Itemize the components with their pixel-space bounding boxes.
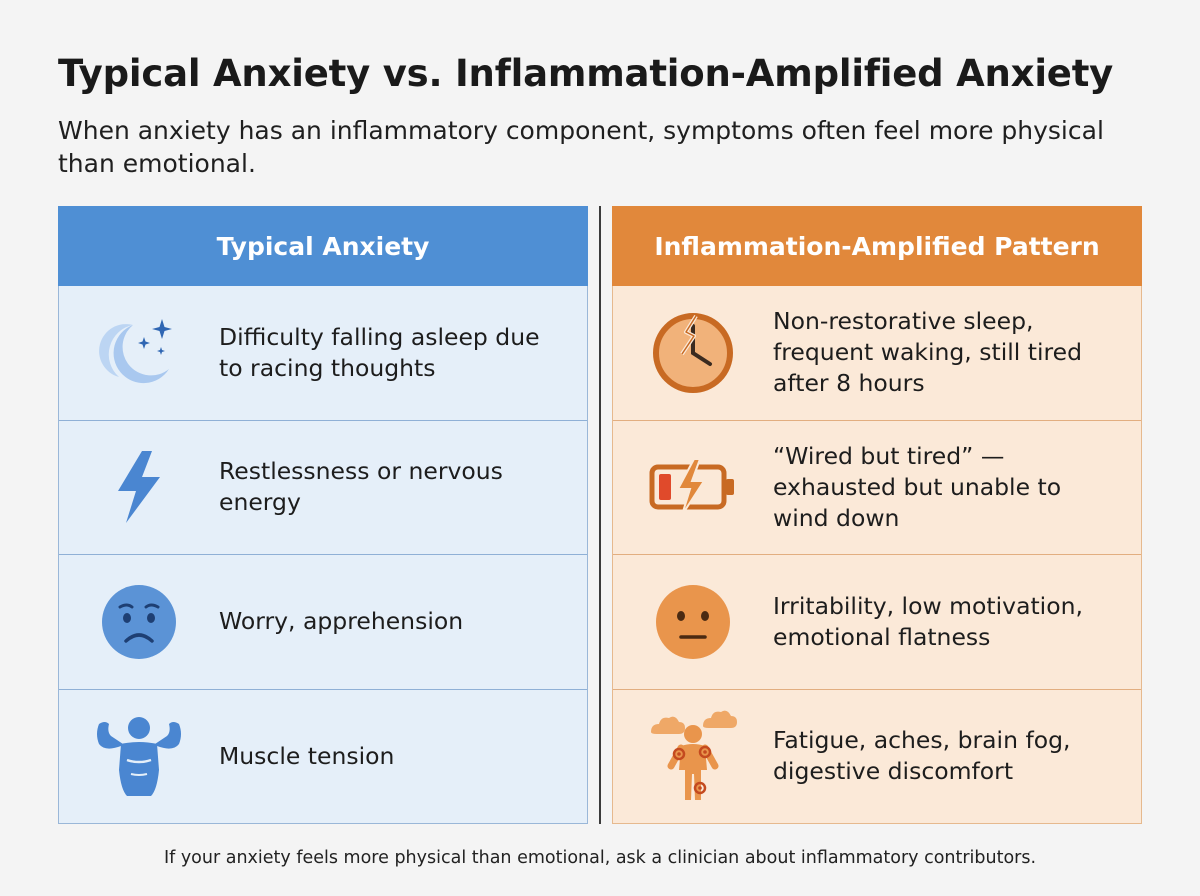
neutral-face-icon bbox=[613, 583, 773, 661]
page-subtitle: When anxiety has an inflammatory compone… bbox=[58, 116, 1104, 178]
typical-anxiety-rows: Difficulty falling asleep due to racing … bbox=[58, 286, 588, 824]
worried-face-icon bbox=[59, 583, 219, 661]
symptom-row: Non-restorative sleep, frequent waking, … bbox=[613, 286, 1141, 420]
inflammation-rows: Non-restorative sleep, frequent waking, … bbox=[612, 286, 1142, 824]
symptom-text: Irritability, low motivation, emotional … bbox=[773, 591, 1083, 651]
moon-stars-icon bbox=[59, 317, 219, 389]
column-divider bbox=[599, 206, 601, 824]
symptom-text: Difficulty falling asleep due to racing … bbox=[219, 322, 540, 382]
typical-anxiety-header: Typical Anxiety bbox=[58, 206, 588, 286]
symptom-row: Irritability, low motivation, emotional … bbox=[613, 554, 1141, 689]
symptom-text: Restlessness or nervous energy bbox=[219, 457, 503, 517]
flexed-muscles-icon bbox=[59, 714, 219, 798]
lightning-bolt-icon bbox=[59, 449, 219, 525]
symptom-text: Non-restorative sleep, frequent waking, … bbox=[773, 307, 1083, 398]
cracked-clock-icon bbox=[613, 312, 773, 394]
footer-note: If your anxiety feels more physical than… bbox=[163, 848, 1037, 868]
symptom-row: “Wired but tired” — exhausted but unable… bbox=[613, 419, 1141, 555]
symptom-text: Muscle tension bbox=[219, 741, 395, 770]
symptom-row: Worry, apprehension bbox=[59, 554, 587, 689]
inflammation-column: Inflammation-Amplified Pattern Non-resto… bbox=[612, 206, 1142, 824]
symptom-text: Fatigue, aches, brain fog, digestive dis… bbox=[773, 726, 1071, 786]
symptom-row: Fatigue, aches, brain fog, digestive dis… bbox=[613, 688, 1141, 824]
symptom-row: Muscle tension bbox=[59, 688, 587, 824]
inflammation-header: Inflammation-Amplified Pattern bbox=[612, 206, 1142, 286]
symptom-row: Difficulty falling asleep due to racing … bbox=[59, 286, 587, 420]
low-battery-icon bbox=[613, 457, 773, 517]
symptom-text: Worry, apprehension bbox=[219, 607, 464, 636]
typical-anxiety-column: Typical Anxiety Difficulty falling aslee… bbox=[58, 206, 588, 824]
symptom-row: Restlessness or nervous energy bbox=[59, 419, 587, 555]
symptom-text: “Wired but tired” — exhausted but unable… bbox=[773, 441, 1062, 532]
body-aches-fog-icon bbox=[613, 708, 773, 804]
page-title: Typical Anxiety vs. Inflammation-Amplifi… bbox=[58, 52, 1114, 95]
